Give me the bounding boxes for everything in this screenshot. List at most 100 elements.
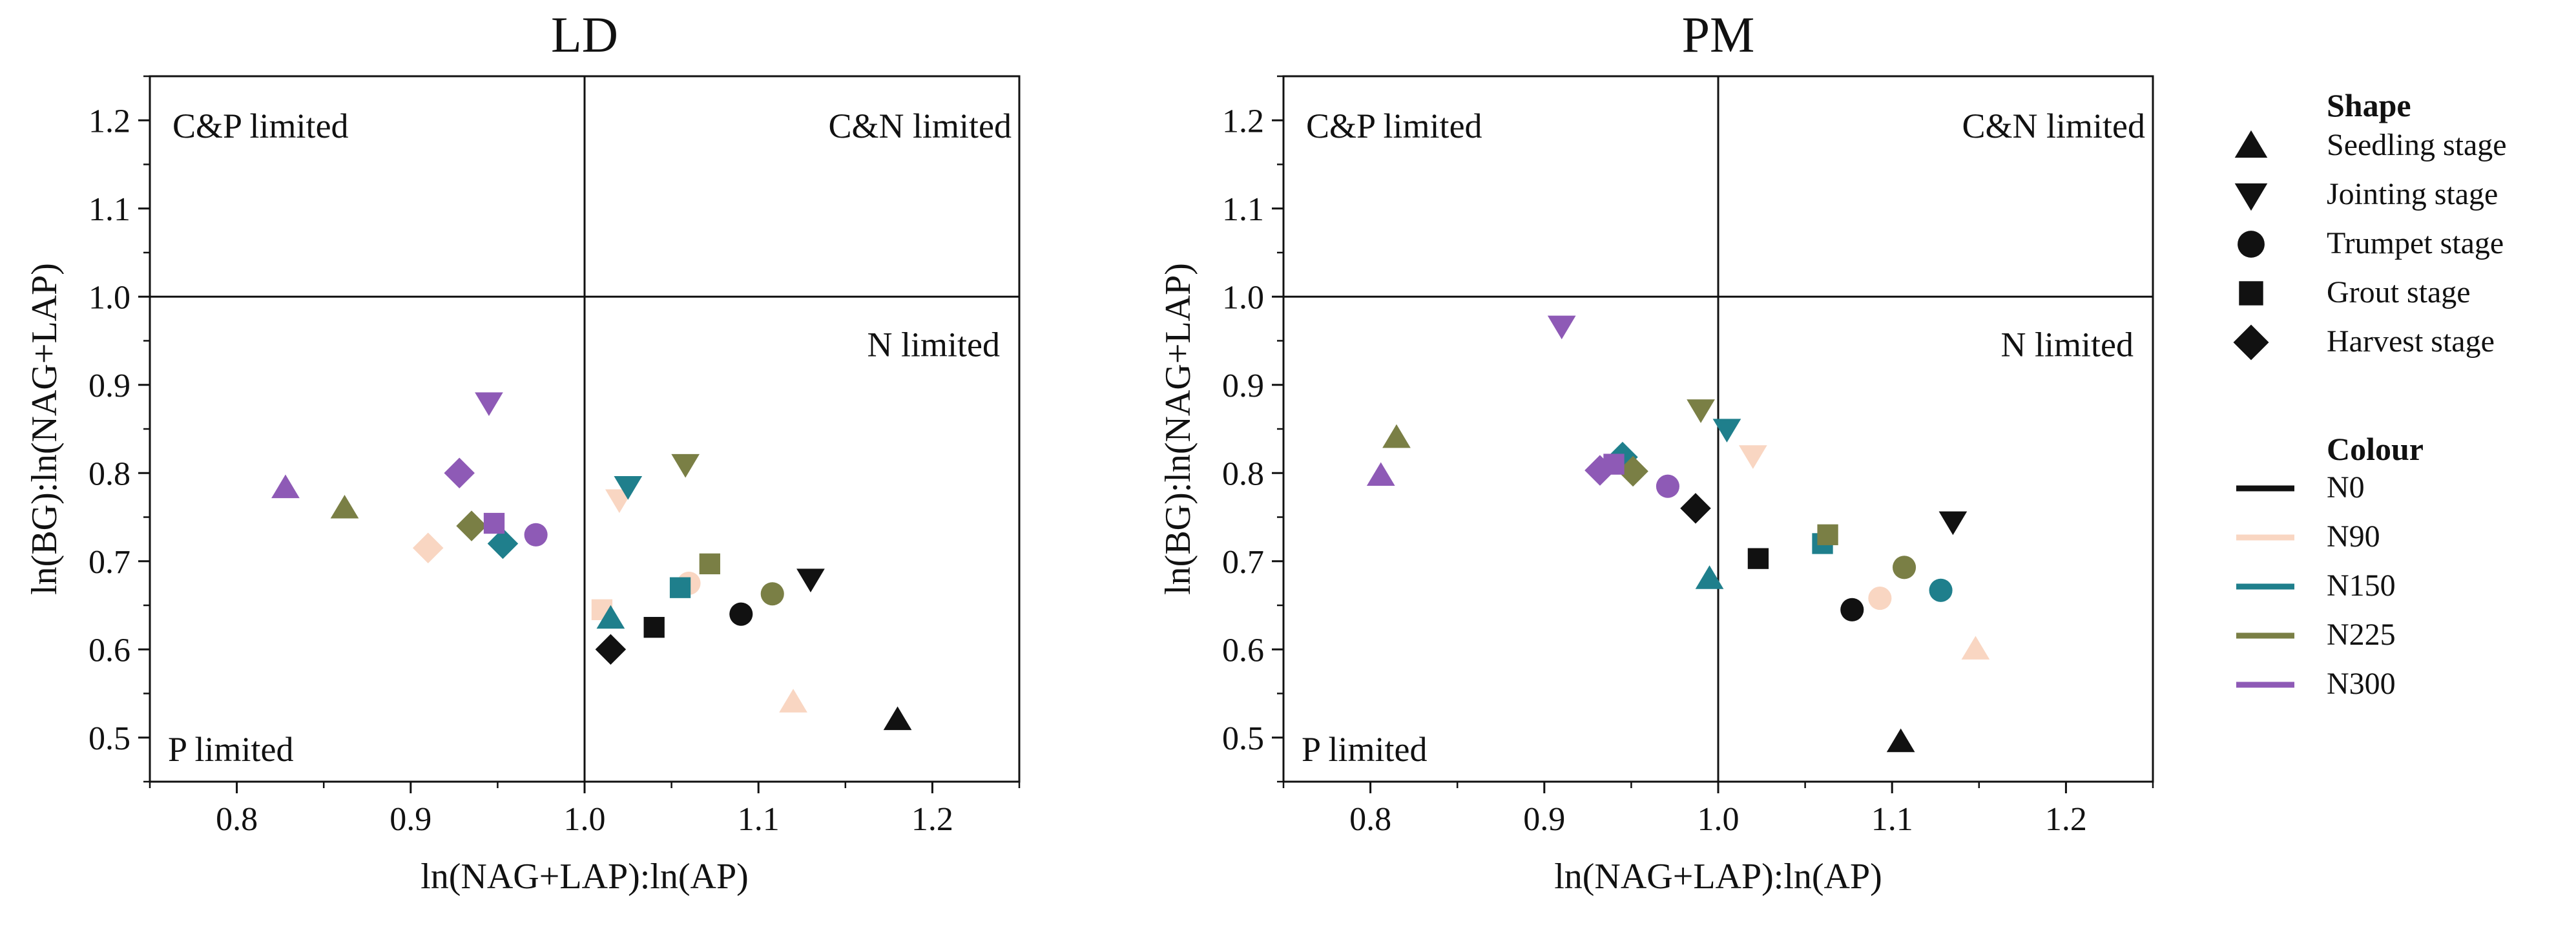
legend-shape-heading: Shape — [2327, 87, 2411, 123]
y-axis-label: ln(BG):ln(NAG+LAP) — [25, 263, 65, 595]
legend-colour-label: N225 — [2327, 618, 2396, 652]
y-tick-label: 0.9 — [88, 368, 130, 404]
data-point — [1817, 524, 1838, 545]
x-tick-label: 0.8 — [216, 801, 258, 838]
data-point — [475, 392, 503, 416]
quadrant-label-cn-limited: C&N limited — [1962, 107, 2146, 145]
legend-colour-label: N300 — [2327, 667, 2396, 701]
data-point — [524, 523, 548, 547]
data-point — [483, 512, 505, 534]
data-point — [669, 577, 691, 598]
legend-shape-label: Harvest stage — [2327, 324, 2495, 359]
x-tick-label: 0.9 — [390, 801, 431, 838]
data-point — [444, 457, 475, 488]
data-point — [1738, 445, 1767, 469]
data-point — [271, 474, 300, 499]
y-tick-label: 0.7 — [1222, 544, 1264, 581]
data-point — [1868, 587, 1892, 610]
data-point — [1382, 424, 1411, 448]
y-tick-label: 0.9 — [1222, 368, 1264, 404]
data-point — [796, 568, 825, 592]
y-tick-label: 1.1 — [88, 191, 130, 228]
quadrant-label-p-limited: P limited — [1302, 730, 1428, 769]
data-point — [699, 553, 720, 574]
data-point — [1712, 419, 1741, 443]
y-tick-label: 0.8 — [1222, 455, 1264, 492]
quadrant-label-cp-limited: C&P limited — [1306, 107, 1482, 145]
legend-shape-label: Seedling stage — [2327, 128, 2507, 162]
data-point — [595, 634, 627, 665]
data-point — [614, 476, 643, 500]
data-point — [1886, 728, 1915, 753]
legend-colour-label: N150 — [2327, 568, 2396, 603]
data-point — [1961, 636, 1990, 660]
chart-panel-pm: PM 0.8 0.9 1.0 1.1 1.2 0.5 0.6 0.7 0.8 0.9 1.0 1.1 1.… — [1158, 6, 2154, 897]
y-tick-label: 0.6 — [88, 632, 130, 669]
legend-marker-diamond — [2233, 324, 2269, 360]
y-tick-label: 1.2 — [88, 103, 130, 140]
data-point — [1695, 565, 1724, 589]
chart-panel-ld: LD 0.8 0.9 1.0 1.1 1.2 0.5 0.6 0.7 0.8 0.9 1.0 1.1 1.… — [25, 6, 1021, 897]
x-tick-label: 0.8 — [1349, 801, 1391, 838]
legend-colour-label: N0 — [2327, 470, 2365, 505]
data-point — [671, 453, 700, 478]
legend-marker-triangle-up — [2234, 130, 2268, 158]
y-tick-label: 1.0 — [1222, 279, 1264, 316]
y-tick-label: 0.7 — [88, 544, 130, 581]
legend-colour-heading: Colour — [2327, 431, 2424, 467]
y-tick-label: 1.0 — [88, 279, 130, 316]
quadrant-label-cp-limited: C&P limited — [172, 107, 349, 145]
y-tick-label: 0.5 — [1222, 720, 1264, 757]
data-point — [1366, 462, 1395, 486]
data-point — [1680, 493, 1711, 524]
data-point — [1747, 548, 1769, 569]
x-axis-label: ln(NAG+LAP):ln(AP) — [421, 857, 749, 897]
data-point — [456, 510, 487, 541]
chart-title: LD — [551, 6, 618, 63]
x-axis-label: ln(NAG+LAP):ln(AP) — [1554, 857, 1882, 897]
data-point — [1547, 315, 1576, 340]
legend-shape-label: Grout stage — [2327, 275, 2471, 309]
quadrant-label-n-limited: N limited — [867, 325, 1000, 364]
data-point — [596, 605, 625, 629]
legend-shape-label: Jointing stage — [2327, 177, 2498, 211]
data-point — [1840, 598, 1864, 621]
x-tick-label: 1.0 — [1698, 801, 1740, 838]
quadrant-label-n-limited: N limited — [2001, 325, 2134, 364]
x-tick-label: 0.9 — [1523, 801, 1565, 838]
data-point — [1929, 578, 1953, 602]
x-tick-label: 1.1 — [738, 801, 780, 838]
data-point — [1584, 455, 1615, 486]
y-tick-label: 1.2 — [1222, 103, 1264, 140]
chart-title: PM — [1682, 6, 1755, 63]
y-tick-label: 0.6 — [1222, 632, 1264, 669]
quadrant-label-p-limited: P limited — [168, 730, 294, 769]
data-point — [760, 582, 784, 606]
x-tick-label: 1.2 — [2045, 801, 2087, 838]
x-tick-label: 1.1 — [1871, 801, 1913, 838]
data-point — [330, 494, 359, 519]
data-point — [1687, 399, 1715, 423]
data-point — [487, 528, 519, 559]
y-axis-label: ln(BG):ln(NAG+LAP) — [1158, 263, 1198, 595]
y-tick-label: 1.1 — [1222, 191, 1264, 228]
data-point — [1617, 455, 1648, 487]
legend: Shape Seedling stage Jointing stage Trumpet… — [2233, 87, 2507, 701]
legend-colour-label: N90 — [2327, 519, 2380, 554]
data-point — [1938, 511, 1968, 536]
legend-marker-square — [2239, 281, 2263, 306]
legend-marker-circle — [2238, 231, 2265, 258]
data-point — [779, 689, 807, 713]
legend-marker-triangle-down — [2234, 183, 2268, 211]
data-point — [412, 532, 444, 564]
data-point — [729, 602, 753, 626]
x-tick-label: 1.2 — [911, 801, 953, 838]
legend-shape-label: Trumpet stage — [2327, 226, 2504, 260]
x-tick-label: 1.0 — [564, 801, 606, 838]
y-tick-label: 0.5 — [88, 720, 130, 757]
data-point — [1892, 556, 1916, 579]
data-point — [643, 616, 665, 638]
quadrant-label-cn-limited: C&N limited — [829, 107, 1012, 145]
y-tick-label: 0.8 — [88, 455, 130, 492]
